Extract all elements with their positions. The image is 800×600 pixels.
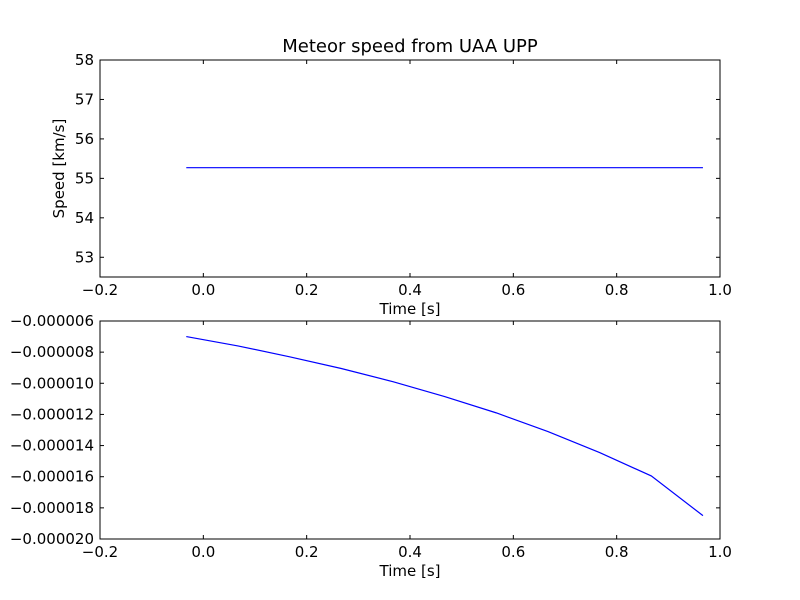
y-tick-label: −0.000010 [10,374,94,392]
residual-subplot: −0.2 0.0 0.2 0.4 0.6 0.8 1.0 −0.000020 −0.000018… [10,312,732,580]
x-tick-label: 0.8 [605,281,629,299]
y-tick-label: −0.000006 [10,312,94,330]
x-tick-label: −0.2 [82,543,118,561]
x-tick-label: 0.2 [295,543,319,561]
x-tick-label: 0.6 [501,543,525,561]
y-tick-label: 55 [75,169,94,187]
x-tick-label: 0.6 [501,281,525,299]
x-axis-label: Time [s] [379,300,441,318]
y-tick-label: 56 [75,130,94,148]
x-tick-label: 0.0 [191,281,215,299]
y-tick-label: −0.000016 [10,468,94,486]
y-tick-label: 58 [75,51,94,69]
axes-frame [99,320,721,540]
y-tick-label: 57 [75,90,94,108]
series-line [186,335,704,517]
y-tick-label: 54 [75,209,94,227]
x-tick-label: 0.0 [191,543,215,561]
axes-frame [99,59,721,278]
x-tick-label: 0.2 [295,281,319,299]
y-tick-label: −0.000014 [10,437,94,455]
y-tick-label: 53 [75,248,94,266]
y-tick-label: −0.000018 [10,499,94,517]
x-tick-label: 1.0 [708,281,732,299]
chart-title: Meteor speed from UAA UPP [282,36,538,57]
x-tick-label: 0.8 [605,543,629,561]
x-tick-label: 0.4 [398,543,422,561]
x-tick-label: 0.4 [398,281,422,299]
x-axis-label: Time [s] [379,562,441,580]
y-tick-label: −0.000020 [10,530,94,548]
y-axis-label: Speed [km/s] [50,119,68,219]
y-tick-label: −0.000012 [10,405,94,423]
speed-subplot: −0.2 0.0 0.2 0.4 0.6 0.8 1.0 53 54 55 56 57 58 Time [… [50,36,732,318]
x-tick-label: 1.0 [708,543,732,561]
y-tick-label: −0.000008 [10,343,94,361]
x-tick-label: −0.2 [82,281,118,299]
